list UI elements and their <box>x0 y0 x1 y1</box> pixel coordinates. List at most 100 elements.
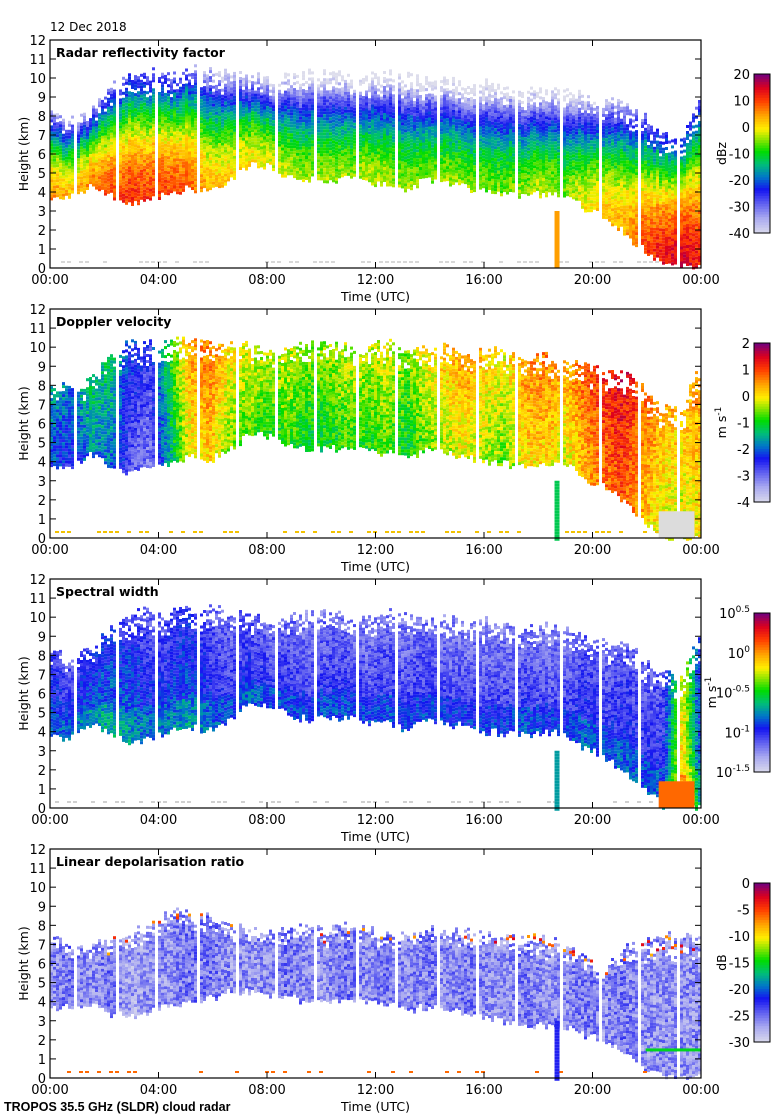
heatmap-cell <box>530 126 533 129</box>
heatmap-cell <box>254 151 257 154</box>
heatmap-cell <box>269 117 272 120</box>
heatmap-cell <box>470 139 473 142</box>
heatmap-cell <box>530 129 533 132</box>
heatmap-cell <box>167 156 170 159</box>
heatmap-cell <box>506 147 509 150</box>
heatmap-cell <box>485 138 488 141</box>
heatmap-cell <box>92 106 95 109</box>
heatmap-cell <box>194 115 197 118</box>
heatmap-cell <box>470 106 473 109</box>
heatmap-cell <box>224 123 227 126</box>
heatmap-cell <box>506 150 509 153</box>
heatmap-cell <box>467 185 470 188</box>
heatmap-cell <box>380 175 383 178</box>
heatmap-cell <box>98 131 101 134</box>
heatmap-cell <box>530 153 533 156</box>
heatmap-cell <box>59 133 62 136</box>
heatmap-cell <box>482 158 485 161</box>
heatmap-cell <box>365 118 368 121</box>
heatmap-cell <box>251 108 254 111</box>
heatmap-cell <box>173 141 176 144</box>
heatmap-cell <box>281 139 284 142</box>
heatmap-cell <box>512 123 515 126</box>
heatmap-cell <box>509 96 512 99</box>
heatmap-cell <box>335 142 338 145</box>
heatmap-cell <box>254 106 257 109</box>
heatmap-cell <box>125 106 128 109</box>
heatmap-cell <box>290 121 293 124</box>
heatmap-cell <box>287 91 290 94</box>
heatmap-cell <box>488 169 491 172</box>
heatmap-cell <box>338 73 341 76</box>
heatmap-cell <box>125 178 128 181</box>
heatmap-cell <box>293 91 296 94</box>
heatmap-cell <box>191 97 194 100</box>
heatmap-cell <box>215 118 218 121</box>
heatmap-cell <box>404 138 407 141</box>
heatmap-cell <box>104 166 107 169</box>
heatmap-cell <box>56 122 59 125</box>
heatmap-cell <box>53 117 56 120</box>
heatmap-cell <box>479 85 482 88</box>
heatmap-cell <box>128 76 131 79</box>
heatmap-cell <box>368 83 371 86</box>
heatmap-cell <box>206 110 209 113</box>
heatmap-cell <box>149 129 152 132</box>
heatmap-cell <box>221 98 224 101</box>
heatmap-cell <box>185 165 188 168</box>
heatmap-cell <box>329 141 332 144</box>
heatmap-cell <box>233 117 236 120</box>
heatmap-cell <box>221 131 224 134</box>
heatmap-cell <box>455 86 458 89</box>
heatmap-cell <box>179 162 182 165</box>
heatmap-cell <box>173 129 176 132</box>
heatmap-cell <box>449 169 452 172</box>
heatmap-cell <box>470 97 473 100</box>
heatmap-cell <box>152 91 155 94</box>
heatmap-cell <box>140 83 143 86</box>
heatmap-cell <box>518 160 521 163</box>
heatmap-cell <box>326 168 329 171</box>
heatmap-cell <box>239 164 242 167</box>
heatmap-cell <box>194 148 197 151</box>
heatmap-cell <box>323 99 326 102</box>
heatmap-cell <box>404 186 407 189</box>
heatmap-cell <box>104 154 107 157</box>
heatmap-cell <box>203 92 206 95</box>
heatmap-cell <box>419 110 422 113</box>
heatmap-cell <box>191 154 194 157</box>
heatmap-cell <box>452 155 455 158</box>
heatmap-cell <box>230 174 233 177</box>
heatmap-cell <box>251 147 254 150</box>
heatmap-cell <box>80 141 83 144</box>
heatmap-cell <box>290 115 293 118</box>
heatmap-cell <box>164 150 167 153</box>
heatmap-cell <box>122 83 125 86</box>
heatmap-cell <box>500 139 503 142</box>
heatmap-cell <box>224 168 227 171</box>
heatmap-cell <box>173 147 176 150</box>
heatmap-cell <box>479 118 482 121</box>
heatmap-cell <box>509 141 512 144</box>
heatmap-cell <box>416 80 419 83</box>
heatmap-cell <box>452 170 455 173</box>
heatmap-cell <box>56 170 59 173</box>
heatmap-cell <box>494 113 497 116</box>
heatmap-cell <box>119 170 122 173</box>
heatmap-cell <box>68 184 71 187</box>
heatmap-cell <box>509 129 512 132</box>
heatmap-cell <box>77 140 80 143</box>
heatmap-cell <box>227 100 230 103</box>
heatmap-cell <box>206 188 209 191</box>
heatmap-cell <box>521 110 524 113</box>
heatmap-cell <box>524 170 527 173</box>
heatmap-cell <box>125 187 128 190</box>
heatmap-cell <box>290 109 293 112</box>
heatmap-cell <box>95 148 98 151</box>
heatmap-cell <box>110 181 113 184</box>
heatmap-cell <box>203 71 206 74</box>
heatmap-cell <box>218 182 221 185</box>
heatmap-cell <box>125 160 128 163</box>
heatmap-cell <box>137 85 140 88</box>
heatmap-cell <box>377 95 380 98</box>
